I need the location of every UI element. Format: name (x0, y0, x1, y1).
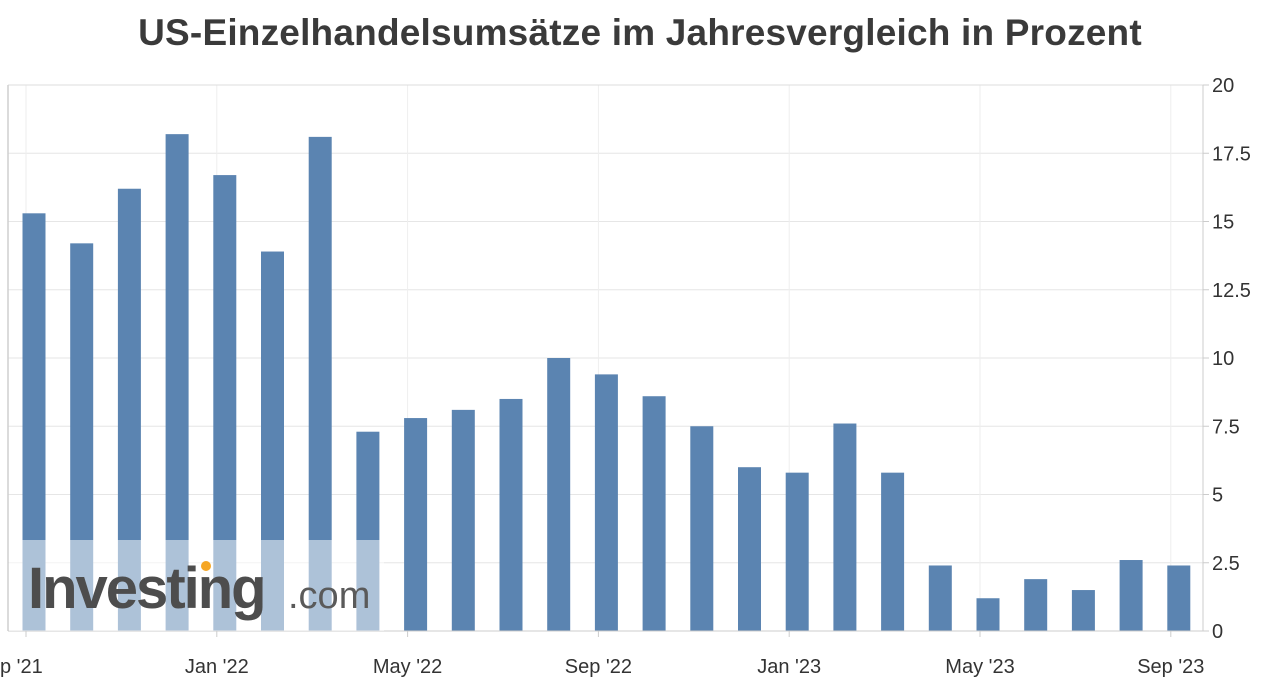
bar (785, 472, 809, 631)
bar (928, 565, 952, 631)
investing-watermark: Investing .com (9, 540, 384, 631)
bar (594, 374, 618, 631)
bar (690, 426, 714, 631)
bar (404, 418, 428, 631)
bar (1024, 579, 1048, 631)
y-tick-label: 5 (1212, 485, 1223, 507)
y-tick-label: 17.5 (1212, 143, 1251, 165)
y-tick-label: 15 (1212, 212, 1234, 234)
bar (213, 175, 237, 631)
bar (165, 134, 189, 631)
y-tick-label: 20 (1212, 75, 1234, 97)
bar (547, 358, 571, 631)
bar (22, 213, 46, 631)
x-tick-label: May '22 (373, 656, 442, 678)
y-tick-label: 0 (1212, 621, 1223, 643)
x-tick-label: p '21 (0, 656, 43, 678)
watermark-band (9, 540, 384, 631)
bar (1167, 565, 1191, 631)
bar (642, 396, 666, 631)
y-tick-label: 10 (1212, 348, 1234, 370)
bar (308, 136, 332, 631)
bar (1119, 560, 1143, 631)
chart-title: US-Einzelhandelsumsätze im Jahresverglei… (138, 12, 1142, 53)
x-tick-label: May '23 (945, 656, 1014, 678)
x-tick-label: Sep '22 (565, 656, 632, 678)
bar (1071, 590, 1095, 631)
bar (738, 467, 761, 631)
bar (117, 188, 141, 632)
y-tick-label: 2.5 (1212, 553, 1240, 575)
bar (833, 423, 857, 631)
x-tick-label: Jan '23 (757, 656, 821, 678)
watermark-logo-suffix: .com (288, 575, 370, 617)
bar (499, 398, 523, 631)
y-tick-label: 12.5 (1212, 280, 1251, 302)
bar (881, 472, 905, 631)
x-tick-labels: p '21 Jan '22 May '22 Sep '22 Jan '23 May '23… (0, 656, 1204, 678)
bar (70, 243, 94, 631)
bar (261, 251, 284, 631)
y-tick-labels: 0 2.5 5 7.5 10 12.5 15 17.5 20 (1212, 75, 1251, 643)
bar (976, 598, 1000, 631)
watermark-accent-dot (201, 561, 211, 571)
bar-series (22, 134, 1191, 632)
x-tick-label: Jan '22 (185, 656, 249, 678)
y-tick-label: 7.5 (1212, 416, 1240, 438)
bar (451, 409, 475, 631)
x-tick-label: Sep '23 (1137, 656, 1204, 678)
watermark-logo-text: Investing (28, 556, 265, 621)
